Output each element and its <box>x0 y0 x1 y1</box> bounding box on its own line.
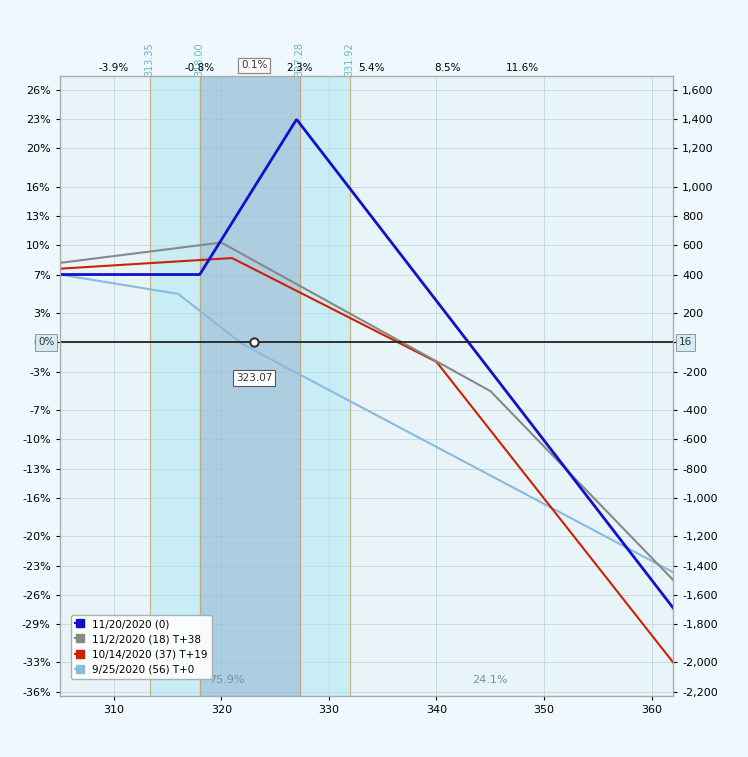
Text: 16: 16 <box>678 338 692 347</box>
Text: 318.00: 318.00 <box>194 42 205 76</box>
Text: 0%: 0% <box>38 338 55 347</box>
Text: 323.07: 323.07 <box>236 373 272 383</box>
Text: 327.28: 327.28 <box>295 42 304 76</box>
Text: 331.92: 331.92 <box>345 42 355 76</box>
Text: 0.1%: 0.1% <box>241 60 268 70</box>
Bar <box>150 76 349 696</box>
Text: 75.9%: 75.9% <box>209 675 245 685</box>
Bar <box>200 76 300 696</box>
Text: 24.1%: 24.1% <box>473 675 508 685</box>
Legend: 11/20/2020 (0), 11/2/2020 (18) T+38, 10/14/2020 (37) T+19, 9/25/2020 (56) T+0: 11/20/2020 (0), 11/2/2020 (18) T+38, 10/… <box>71 615 212 679</box>
Text: 313.35: 313.35 <box>144 42 155 76</box>
